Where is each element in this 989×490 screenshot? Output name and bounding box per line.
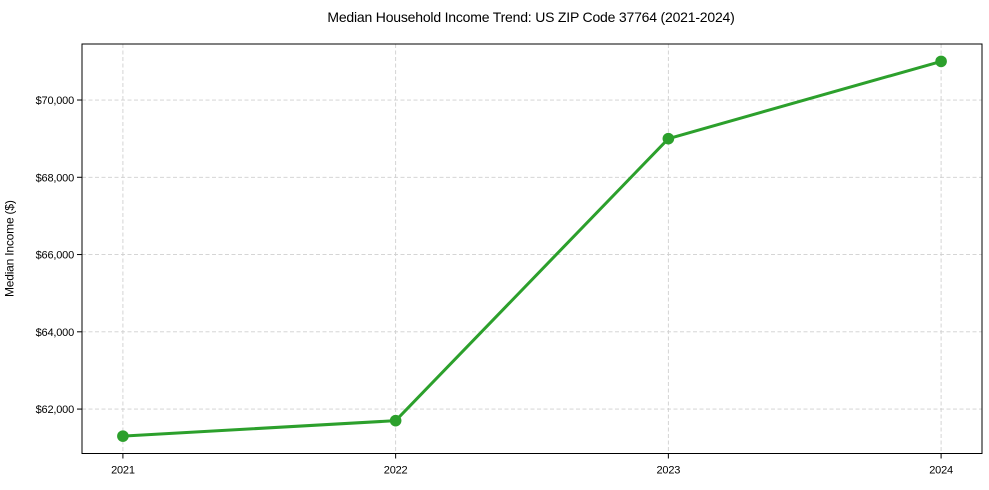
data-point-2023 bbox=[662, 132, 675, 145]
y-tick-label: $64,000 bbox=[36, 327, 74, 339]
x-tick-label: 2023 bbox=[657, 465, 681, 477]
tick-label-layer: 2021 2022 2023 2024 $62,000 $64,000 $66,000 $68… bbox=[36, 95, 954, 477]
plot-border bbox=[81, 43, 983, 454]
series-layer bbox=[117, 55, 947, 442]
y-tick-label: $68,000 bbox=[36, 172, 74, 184]
data-point-2021 bbox=[117, 430, 129, 442]
x-tick-label: 2021 bbox=[111, 465, 135, 477]
data-point-2022 bbox=[389, 414, 402, 427]
y-tick-label: $62,000 bbox=[36, 404, 74, 416]
y-tick-label: $70,000 bbox=[36, 95, 74, 107]
y-tick-label: $66,000 bbox=[36, 250, 74, 262]
y-axis-label: Median Income ($) bbox=[3, 200, 17, 297]
x-tick-label: 2024 bbox=[929, 465, 953, 477]
axis-layer bbox=[77, 43, 983, 459]
grid-layer bbox=[82, 44, 982, 454]
data-point-2024 bbox=[935, 55, 947, 68]
x-tick-label: 2022 bbox=[384, 465, 408, 477]
chart-title: Median Household Income Trend: US ZIP Co… bbox=[327, 9, 734, 25]
trend-line bbox=[121, 59, 943, 438]
